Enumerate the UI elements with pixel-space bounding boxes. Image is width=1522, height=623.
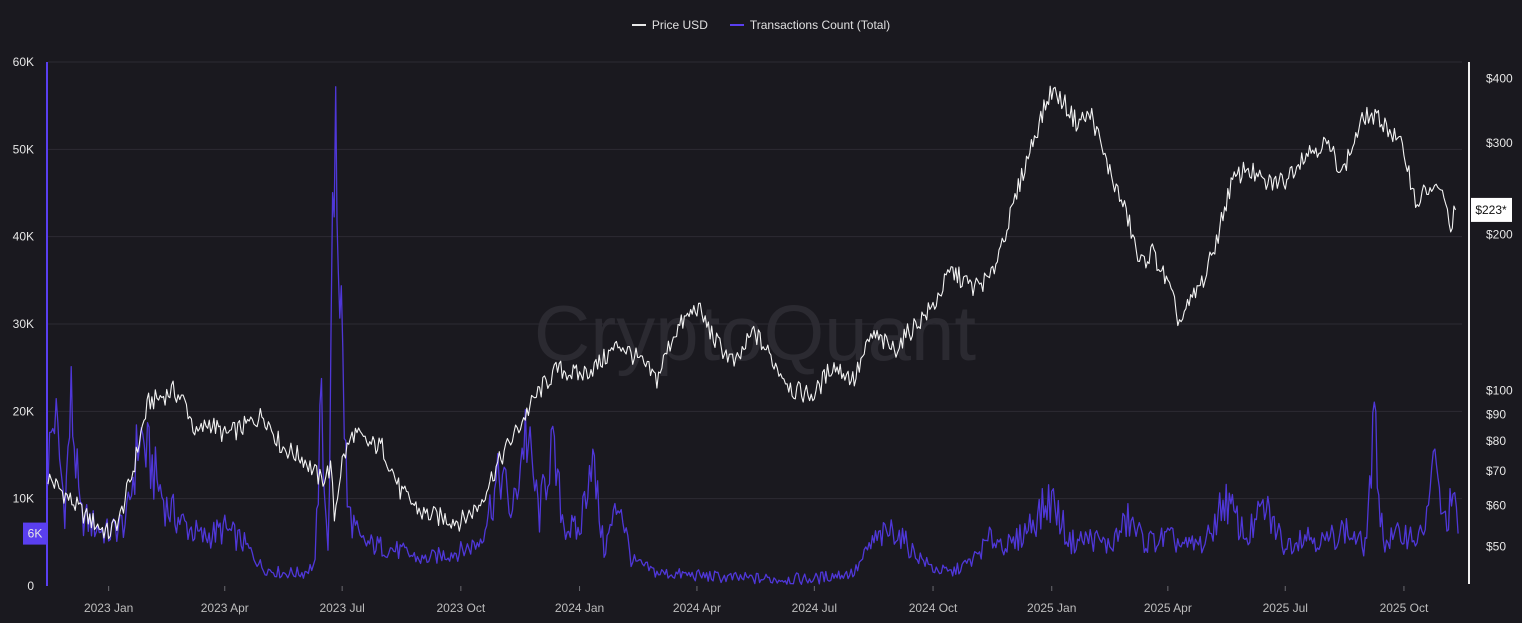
current-price-label: $223* [1475,203,1507,217]
gridlines [48,61,1462,500]
series-group [47,85,1459,585]
right-tick-label: $60 [1486,499,1506,513]
right-tick-label: $50 [1486,540,1506,554]
x-tick-label: 2024 Apr [673,601,721,615]
series-line-price [47,85,1457,540]
left-tick-label: 20K [13,404,34,418]
legend-swatch-price [631,24,646,26]
x-tick-label: 2025 Jan [1027,601,1076,615]
x-tick-label: 2025 Oct [1380,601,1429,615]
value-markers: 6K $223* [23,197,1512,545]
legend-label-transactions: Transactions Count (Total) [749,18,891,32]
left-tick-label: 40K [13,230,34,244]
right-tick-label: $80 [1486,434,1506,448]
legend-item-price[interactable]: Price USD [631,18,708,32]
x-tick-label: 2024 Jan [555,601,604,615]
current-price-marker [1471,197,1512,222]
legend-item-transactions[interactable]: Transactions Count (Total) [729,18,891,32]
current-tx-marker [23,522,47,545]
current-tx-label: 6K [28,527,43,541]
x-tick-label: 2025 Jul [1263,601,1308,615]
right-tick-label: $70 [1486,464,1506,478]
legend-swatch-transactions [729,24,744,26]
x-tick-label: 2023 Jul [319,601,364,615]
x-tick-label: 2024 Jul [792,601,837,615]
left-tick-label: 30K [13,317,34,331]
right-axis: $50 $60 $70 $80 $90 $100 $200 $300 $400 [1468,62,1513,584]
left-tick-label: 50K [13,142,34,156]
legend-label-price: Price USD [651,18,708,32]
x-tick-label: 2023 Apr [201,601,249,615]
x-tick-label: 2023 Jan [84,601,133,615]
right-tick-label: $100 [1486,384,1513,398]
right-tick-label: $200 [1486,227,1513,241]
series-line-transactions [47,86,1459,585]
x-tick-label: 2024 Oct [909,601,958,615]
x-axis: 2023 Jan 2023 Apr 2023 Jul 2023 Oct 2024 Jan… [84,586,1429,615]
left-axis: 0 10K 20K 30K 40K 50K 60K [13,55,48,593]
left-tick-label: 60K [13,55,34,69]
left-tick-label: 10K [13,492,34,506]
right-tick-label: $90 [1486,407,1506,421]
right-tick-label: $400 [1486,71,1513,85]
x-tick-label: 2023 Oct [436,601,485,615]
legend: Price USD Transactions Count (Total) [0,18,1522,32]
right-tick-label: $300 [1486,136,1513,150]
left-tick-label: 0 [27,579,34,593]
x-tick-label: 2025 Apr [1144,601,1192,615]
